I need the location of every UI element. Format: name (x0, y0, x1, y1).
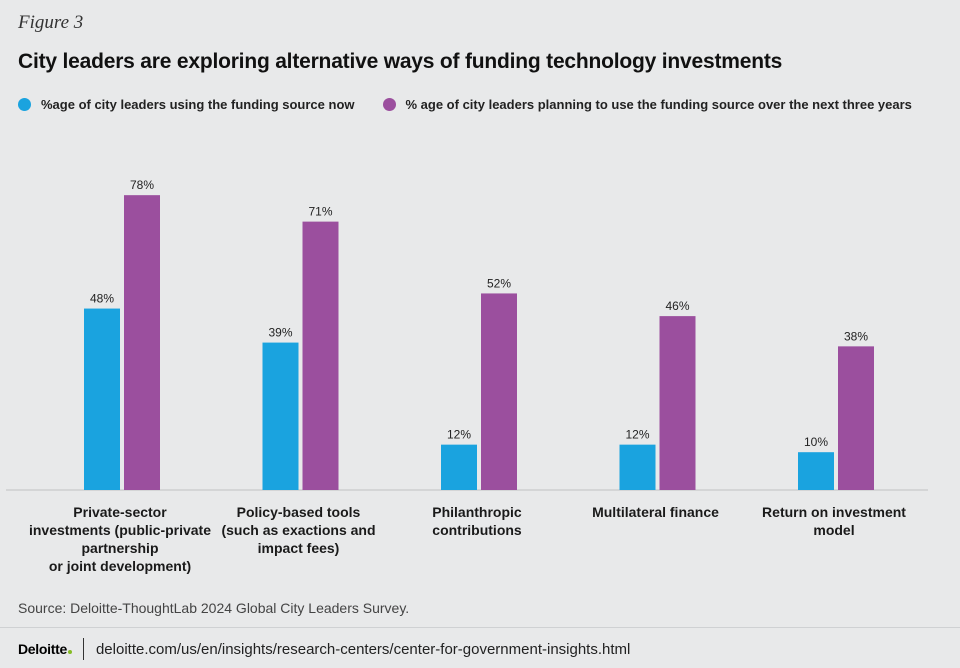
source-note: Source: Deloitte-ThoughtLab 2024 Global … (18, 600, 410, 616)
data-label-planned-2: 52% (487, 276, 511, 290)
data-label-planned-3: 46% (665, 299, 689, 313)
bar-planned-1 (302, 221, 339, 490)
bar-planned-3 (659, 316, 696, 490)
legend-swatch-planned (382, 97, 396, 111)
data-label-current-0: 48% (90, 292, 114, 306)
legend-label-planned: % age of city leaders planning to use th… (405, 96, 912, 112)
category-label-2: Philanthropic contributions (432, 504, 522, 538)
bar-current-0 (84, 308, 120, 490)
figure-label: Figure 3 (18, 12, 84, 33)
data-label-planned-1: 71% (308, 205, 332, 219)
footer-url: deloitte.com/us/en/insights/research-cen… (95, 640, 631, 658)
footer-divider (0, 627, 960, 628)
data-label-current-1: 39% (268, 326, 292, 340)
data-label-current-3: 12% (625, 428, 649, 442)
logo-dot (67, 650, 72, 654)
bar-current-3 (619, 444, 656, 490)
legend-label-current: %age of city leaders using the funding s… (41, 96, 355, 112)
bar-current-4 (798, 452, 834, 490)
bar-planned-0 (124, 195, 160, 490)
bar-current-1 (262, 342, 299, 490)
category-label-3: Multilateral finance (592, 504, 719, 520)
bar-planned-4 (838, 346, 874, 490)
category-label-0: Private-sector investments (public-privat… (29, 504, 211, 574)
bar-current-2 (441, 444, 477, 490)
category-label-4: Return on investment model (762, 504, 906, 538)
bar-planned-2 (481, 293, 517, 490)
bar-chart: 48% 78% Private-sector investments (public-… (6, 178, 928, 574)
chart-title: City leaders are exploring alternative w… (18, 50, 783, 73)
data-label-planned-0: 78% (130, 178, 154, 192)
legend: %age of city leaders using the funding s… (18, 95, 912, 113)
legend-swatch-current (18, 97, 31, 111)
footer: Deloitte deloitte.com/us/en/insights/res… (18, 636, 630, 662)
logo-text: Deloitte (18, 641, 67, 657)
data-label-planned-4: 38% (844, 329, 868, 343)
legend-item-planned: % age of city leaders planning to use th… (382, 96, 912, 112)
data-label-current-2: 12% (447, 428, 471, 442)
data-label-current-4: 10% (804, 435, 828, 449)
legend-item-current: %age of city leaders using the funding s… (18, 97, 355, 112)
deloitte-logo: Deloitte (18, 641, 72, 657)
footer-separator (82, 638, 84, 660)
category-label-1: Policy-based tools (such as exactions and… (221, 504, 375, 556)
